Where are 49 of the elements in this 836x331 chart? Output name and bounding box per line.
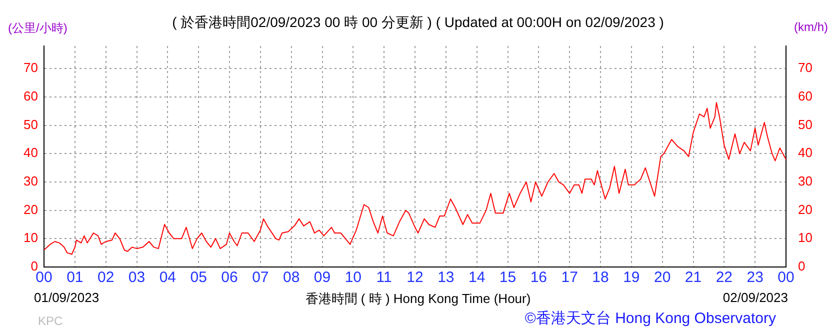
text: ©香港天文台 Hong Kong Observatory — [524, 309, 776, 328]
text: 02/09/2023 — [722, 290, 788, 305]
x-tick-label: 22 — [716, 269, 733, 286]
y-tick-label: 40 — [24, 145, 38, 160]
y-tick-label: 30 — [24, 174, 38, 189]
y-tick-label: 10 — [24, 230, 38, 246]
y2-tick-label: 40 — [798, 145, 812, 160]
x-tick-label: 00 — [778, 269, 794, 286]
y2-axis-title: (km/h) — [794, 20, 828, 34]
x-tick-label: 23 — [746, 269, 764, 286]
y2-tick-label: 60 — [798, 88, 812, 104]
y2-tick-label: 0 — [798, 258, 806, 274]
y-tick-label: 20 — [24, 202, 38, 217]
x-tick-label: 09 — [314, 269, 331, 286]
y-tick-label: 0 — [30, 258, 38, 274]
x-tick-label: 16 — [530, 269, 548, 286]
y2-tick-label: 10 — [798, 230, 812, 246]
x-tick-label: 06 — [221, 269, 238, 286]
text: 01/09/2023 — [34, 290, 100, 305]
y2-tick-label: 50 — [798, 116, 812, 132]
x-tick-label: 07 — [252, 269, 269, 286]
x-tick-label: 00 — [36, 269, 52, 286]
text: KPC — [38, 314, 63, 328]
y-axis-title: (公里/小時) — [8, 20, 68, 37]
x-tick-label: 12 — [406, 269, 424, 286]
x-tick-label: 01 — [66, 269, 84, 286]
x-tick-label: 11 — [376, 269, 392, 286]
x-tick-label: 02 — [97, 269, 114, 286]
x-tick-label: 03 — [128, 269, 146, 286]
y2-tick-label: 20 — [798, 202, 812, 217]
x-tick-label: 18 — [592, 269, 609, 286]
x-tick-label: 08 — [282, 269, 300, 286]
y-tick-label: 70 — [24, 60, 38, 76]
x-tick-label: 19 — [623, 269, 640, 286]
x-tick-label: 13 — [438, 269, 454, 286]
y2-tick-label: 70 — [798, 60, 812, 76]
x-tick-label: 10 — [344, 269, 362, 286]
chart-title: ( 於香港時間02/09/2023 00 時 00 分更新 ) ( Updated at 00:00H on 02/09/2023 ) — [172, 14, 664, 32]
x-tick-label: 05 — [190, 269, 207, 286]
y-tick-label: 50 — [24, 116, 38, 132]
x-tick-label: 14 — [468, 269, 486, 286]
y-tick-label: 60 — [24, 88, 38, 104]
y2-tick-label: 30 — [798, 174, 812, 189]
x-tick-label: 20 — [654, 269, 671, 286]
x-tick-label: 21 — [684, 269, 702, 286]
x-tick-label: 15 — [499, 269, 516, 286]
x-tick-label: 04 — [159, 269, 176, 286]
x-axis-title: 香港時間 ( 時 ) Hong Kong Time (Hour) — [305, 290, 531, 308]
x-tick-label: 17 — [561, 269, 578, 286]
